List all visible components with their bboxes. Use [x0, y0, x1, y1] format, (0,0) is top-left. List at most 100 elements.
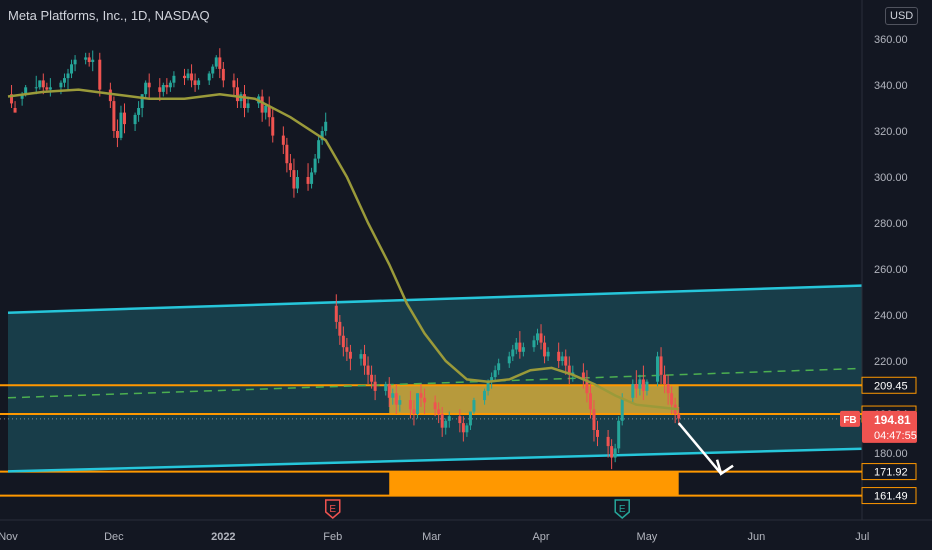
candle-body[interactable]: [363, 354, 367, 366]
candle-body[interactable]: [458, 416, 462, 424]
candle-body[interactable]: [147, 82, 151, 88]
candle-body[interactable]: [207, 73, 211, 81]
candle-body[interactable]: [190, 73, 194, 81]
candle-body[interactable]: [13, 108, 17, 113]
candle-body[interactable]: [24, 87, 28, 95]
candle-body[interactable]: [440, 413, 444, 428]
candle-body[interactable]: [112, 101, 116, 131]
candle-body[interactable]: [423, 397, 427, 403]
candle-body[interactable]: [41, 80, 45, 88]
candle-body[interactable]: [115, 131, 119, 138]
candle-body[interactable]: [631, 384, 635, 398]
candle-body[interactable]: [483, 390, 487, 401]
candle-body[interactable]: [447, 416, 451, 421]
candle-body[interactable]: [560, 356, 564, 361]
candle-body[interactable]: [394, 393, 398, 405]
candle-body[interactable]: [285, 144, 289, 164]
candle-body[interactable]: [610, 446, 614, 458]
candle-body[interactable]: [310, 172, 314, 184]
candle-body[interactable]: [218, 57, 222, 69]
candle-body[interactable]: [98, 59, 102, 90]
candle-body[interactable]: [433, 402, 437, 410]
candle-body[interactable]: [345, 347, 349, 352]
candle-body[interactable]: [663, 374, 667, 384]
candle-body[interactable]: [348, 351, 352, 359]
price-axis[interactable]: [862, 0, 932, 550]
candle-body[interactable]: [366, 365, 370, 375]
candle-body[interactable]: [444, 420, 448, 428]
candle-body[interactable]: [313, 158, 317, 173]
candle-body[interactable]: [267, 105, 271, 118]
candle-body[interactable]: [518, 342, 522, 352]
candle-body[interactable]: [486, 381, 490, 391]
candle-body[interactable]: [183, 75, 186, 79]
candle-body[interactable]: [645, 381, 649, 391]
candle-body[interactable]: [415, 393, 419, 414]
candle-body[interactable]: [546, 351, 550, 357]
candle-body[interactable]: [10, 94, 14, 104]
candle-body[interactable]: [186, 73, 190, 79]
candle-body[interactable]: [34, 87, 38, 89]
candle-body[interactable]: [232, 80, 236, 88]
candle-body[interactable]: [306, 177, 310, 184]
candle-body[interactable]: [468, 411, 472, 426]
candle-body[interactable]: [264, 105, 268, 113]
candle-body[interactable]: [638, 379, 642, 389]
candle-body[interactable]: [295, 177, 299, 189]
candle-body[interactable]: [521, 347, 525, 352]
candle-body[interactable]: [45, 87, 49, 90]
candle-body[interactable]: [391, 393, 395, 398]
candle-body[interactable]: [317, 140, 321, 159]
candle-body[interactable]: [617, 420, 621, 449]
candle-body[interactable]: [271, 117, 275, 136]
candle-body[interactable]: [536, 333, 539, 341]
candle-body[interactable]: [419, 393, 423, 398]
candle-body[interactable]: [38, 80, 42, 88]
candle-body[interactable]: [493, 370, 497, 378]
candle-body[interactable]: [557, 351, 561, 361]
candle-body[interactable]: [408, 400, 412, 410]
candle-body[interactable]: [70, 64, 74, 74]
candle-body[interactable]: [437, 409, 441, 414]
candle-body[interactable]: [567, 365, 571, 375]
candle-body[interactable]: [338, 321, 342, 336]
candle-body[interactable]: [359, 354, 363, 359]
candle-body[interactable]: [606, 436, 610, 447]
candle-body[interactable]: [20, 94, 24, 99]
candle-body[interactable]: [620, 397, 624, 421]
candle-body[interactable]: [588, 393, 592, 410]
candle-body[interactable]: [666, 384, 670, 394]
candle-body[interactable]: [140, 94, 144, 108]
candle-body[interactable]: [564, 356, 568, 366]
candle-body[interactable]: [214, 57, 218, 67]
candle-body[interactable]: [320, 131, 324, 141]
candle-body[interactable]: [161, 85, 165, 92]
candle-body[interactable]: [398, 400, 402, 405]
candle-body[interactable]: [490, 377, 494, 382]
candle-body[interactable]: [292, 170, 296, 189]
candle-body[interactable]: [656, 356, 660, 382]
candle-body[interactable]: [532, 340, 536, 348]
candle-body[interactable]: [334, 305, 338, 322]
candle-body[interactable]: [585, 379, 589, 394]
candle-body[interactable]: [659, 356, 663, 375]
candle-body[interactable]: [91, 59, 95, 62]
candle-body[interactable]: [543, 342, 547, 357]
candle-body[interactable]: [497, 363, 501, 371]
candle-body[interactable]: [641, 379, 645, 391]
candle-body[interactable]: [87, 57, 91, 62]
candle-body[interactable]: [243, 94, 247, 108]
candle-body[interactable]: [514, 342, 518, 350]
candle-body[interactable]: [62, 78, 66, 83]
earnings-marker-icon[interactable]: [325, 499, 341, 519]
candle-body[interactable]: [122, 112, 126, 125]
candle-body[interactable]: [84, 57, 88, 60]
candle-body[interactable]: [66, 73, 70, 79]
candle-body[interactable]: [133, 114, 137, 125]
candle-body[interactable]: [634, 384, 638, 389]
candle-body[interactable]: [144, 82, 148, 95]
candle-body[interactable]: [288, 163, 292, 171]
candle-body[interactable]: [281, 135, 285, 145]
candle-body[interactable]: [158, 87, 162, 92]
